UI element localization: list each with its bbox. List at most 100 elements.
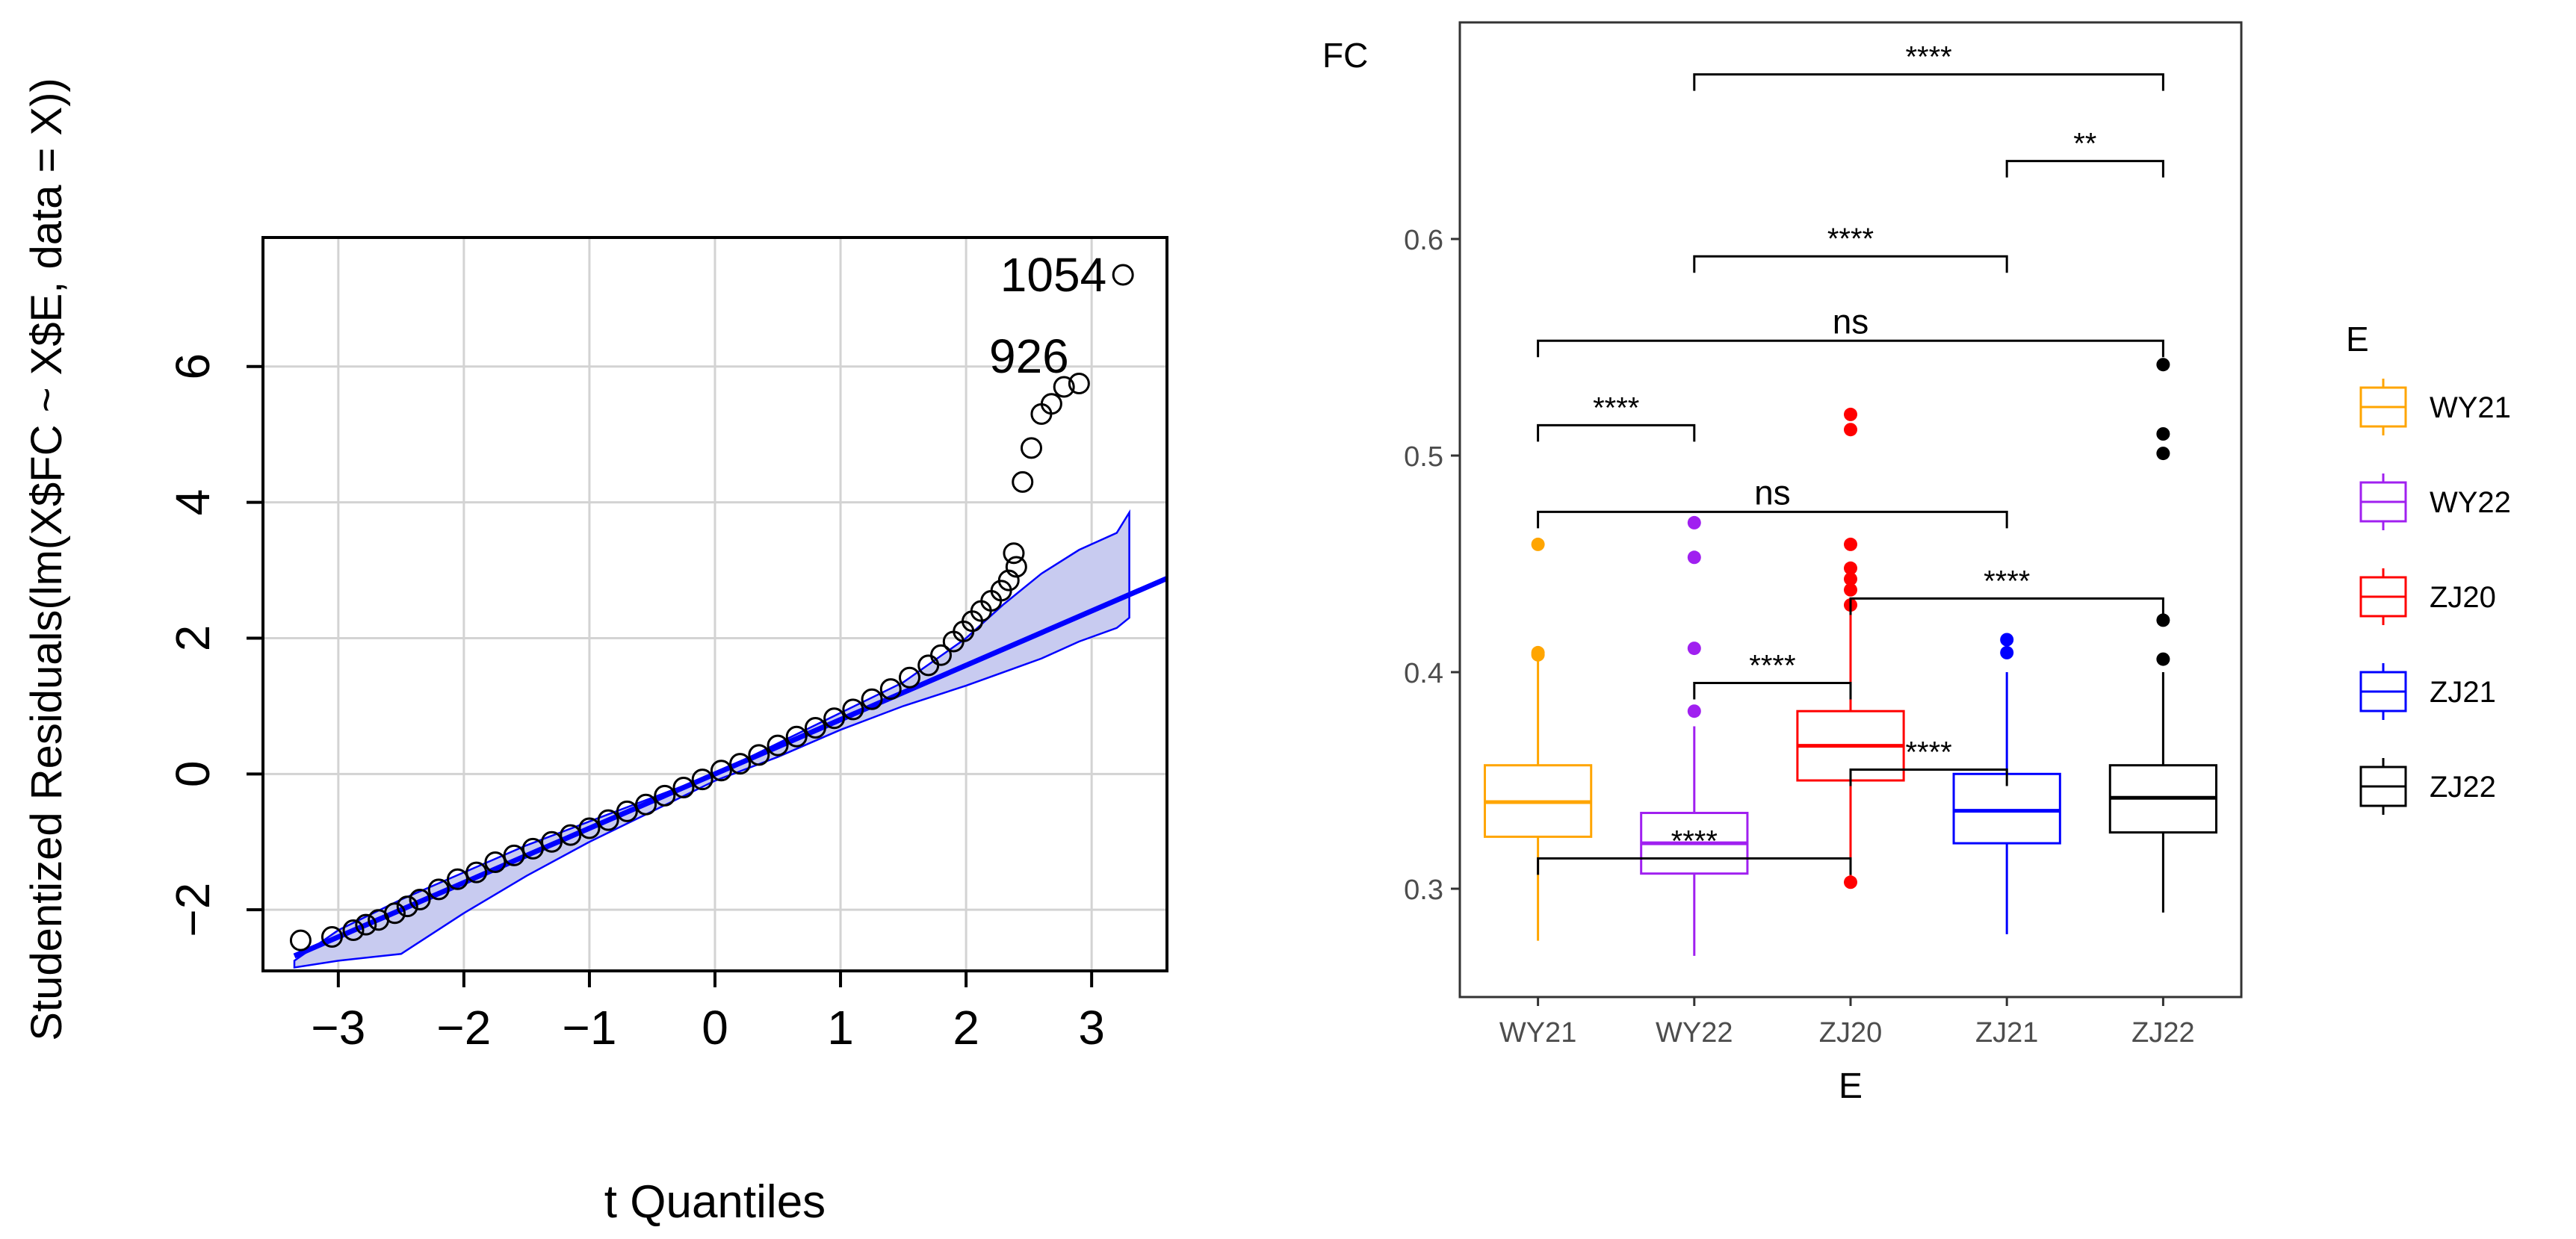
qq-y-tick-label: 6 xyxy=(166,353,220,380)
qq-data-point xyxy=(355,913,377,936)
qq-points xyxy=(289,264,1134,951)
qq-outlier-label: 926 xyxy=(989,329,1069,383)
outlier-point xyxy=(1844,572,1857,586)
significance-label: **** xyxy=(1984,565,2030,597)
qq-data-point xyxy=(1068,372,1090,394)
bracket-line xyxy=(1693,73,2164,91)
legend-entry-zj20: ZJ20 xyxy=(2359,568,2496,625)
qq-y-axis-label: Studentized Residuals(lm(X$FC ~ X$E, dat… xyxy=(22,78,71,1040)
qq-data-point xyxy=(1040,393,1062,415)
bracket-line xyxy=(1849,597,2164,615)
box-x-tick-label: ZJ22 xyxy=(2131,1017,2194,1049)
significance-label: ns xyxy=(1754,473,1791,512)
outlier-point xyxy=(1844,537,1857,551)
box-x-axis-label: E xyxy=(1839,1066,1863,1106)
box-plot: **********ns****ns**************** 0.30.… xyxy=(1322,21,2511,1106)
qq-data-point xyxy=(729,753,752,775)
qq-plot: −3 −2 −1 0 1 2 3 −2 0 2 4 6 1054 926 t Quantiles St… xyxy=(22,78,1168,1228)
box-x-tick-label: ZJ20 xyxy=(1819,1017,1882,1049)
outlier-point xyxy=(1844,423,1857,437)
qq-x-tick-label: 2 xyxy=(953,1001,979,1055)
qq-data-point xyxy=(1021,437,1042,459)
bracket-line xyxy=(2005,160,2164,178)
qq-data-point xyxy=(578,817,601,839)
qq-data-point xyxy=(1112,264,1134,286)
box-group-wy22 xyxy=(1640,515,1749,956)
qq-data-point xyxy=(672,777,695,798)
qq-y-axis: −2 0 2 4 6 xyxy=(166,353,263,937)
outlier-point xyxy=(1687,704,1701,718)
significance-bracket: ** xyxy=(2005,128,2164,178)
legend-title: E xyxy=(2346,320,2369,358)
qq-data-point xyxy=(1005,556,1027,578)
qq-data-point xyxy=(1003,542,1025,565)
qq-data-point xyxy=(541,830,563,853)
outlier-point xyxy=(2156,447,2170,461)
qq-data-point xyxy=(930,644,952,666)
box-x-tick-label: WY22 xyxy=(1656,1017,1733,1049)
box-legend: E WY21 WY22 ZJ20 ZJ21 ZJ22 xyxy=(2346,320,2511,815)
qq-data-point xyxy=(484,851,507,874)
significance-label: **** xyxy=(1905,41,1951,74)
qq-x-tick-label: 0 xyxy=(702,1001,728,1055)
outlier-point xyxy=(2156,652,2170,666)
qq-data-point xyxy=(396,895,418,918)
significance-label: **** xyxy=(1827,223,1874,255)
significance-bracket: **** xyxy=(1693,41,2164,91)
qq-data-point xyxy=(1012,471,1034,493)
outlier-point xyxy=(1531,537,1545,551)
significance-bracket: **** xyxy=(1537,825,1852,875)
significance-label: **** xyxy=(1593,391,1639,424)
qq-x-axis-label: t Quantiles xyxy=(604,1176,826,1228)
significance-label: ns xyxy=(1833,302,1869,341)
outlier-point xyxy=(1687,642,1701,656)
qq-x-axis: −3 −2 −1 0 1 2 3 xyxy=(311,971,1105,1055)
legend-entry-wy21: WY21 xyxy=(2359,379,2511,435)
box-y-tick-label: 0.3 xyxy=(1404,875,1443,906)
qq-data-point xyxy=(342,919,365,941)
legend-entry-label: ZJ22 xyxy=(2430,771,2496,804)
significance-label: **** xyxy=(1905,736,1951,769)
qq-data-point xyxy=(427,878,450,901)
qq-data-point xyxy=(560,824,582,846)
box-y-tick-label: 0.6 xyxy=(1404,225,1443,256)
qq-data-point xyxy=(997,569,1020,591)
qq-data-point xyxy=(616,800,638,822)
qq-y-tick-label: 0 xyxy=(166,761,220,788)
bracket-line xyxy=(1537,857,1852,875)
qq-data-point xyxy=(804,716,826,739)
qq-data-point xyxy=(767,734,789,757)
qq-data-point xyxy=(1053,376,1075,398)
significance-bracket: **** xyxy=(1849,736,2008,786)
significance-bracket: **** xyxy=(1537,391,1696,442)
qq-x-tick-label: −2 xyxy=(436,1001,491,1055)
outlier-point xyxy=(2156,358,2170,372)
bracket-line xyxy=(1537,339,2164,358)
outlier-point xyxy=(2000,645,2014,659)
outlier-point xyxy=(1687,515,1701,530)
box-y-axis-label: FC xyxy=(1322,36,1368,75)
qq-data-point xyxy=(635,793,657,816)
box-y-tick-label: 0.4 xyxy=(1404,658,1443,689)
legend-entry-label: WY21 xyxy=(2430,391,2511,424)
qq-y-tick-label: 4 xyxy=(166,489,220,516)
bracket-line xyxy=(1693,255,2008,273)
qq-data-point xyxy=(503,844,525,866)
outlier-point xyxy=(1844,407,1857,421)
qq-data-point xyxy=(654,784,676,807)
qq-x-tick-label: 1 xyxy=(827,1001,854,1055)
significance-label: **** xyxy=(1749,650,1795,683)
outlier-point xyxy=(1844,583,1857,597)
qq-data-point xyxy=(823,707,846,730)
outlier-point xyxy=(2000,633,2014,647)
qq-x-tick-label: −1 xyxy=(562,1001,616,1055)
significance-bracket: ns xyxy=(1537,473,2008,529)
qq-data-point xyxy=(691,768,713,791)
legend-entry-label: WY22 xyxy=(2430,486,2511,519)
qq-data-point xyxy=(842,698,864,721)
legend-entry-zj22: ZJ22 xyxy=(2359,758,2496,815)
legend-entry-zj21: ZJ21 xyxy=(2359,663,2496,720)
significance-label: ** xyxy=(2073,128,2096,161)
legend-entry-label: ZJ20 xyxy=(2430,581,2496,614)
